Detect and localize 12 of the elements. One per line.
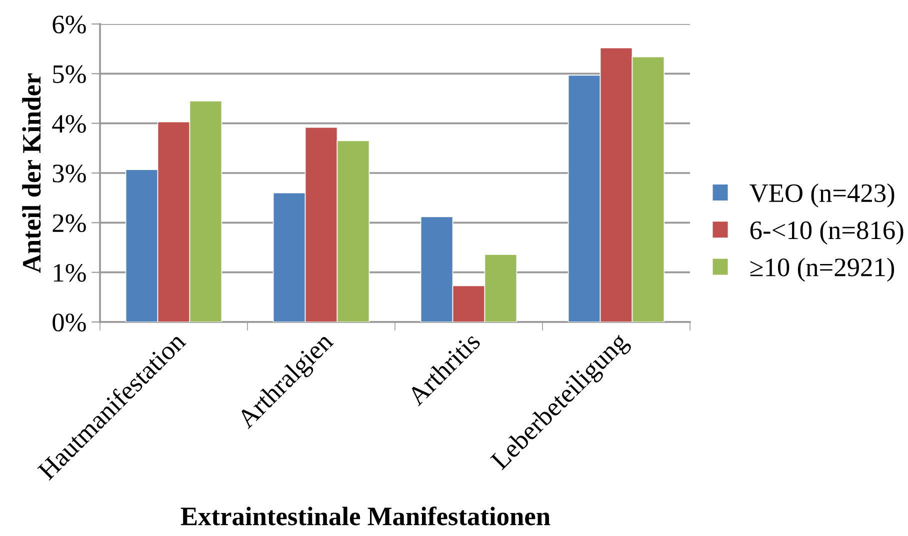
y-tick-label: 2%	[52, 214, 86, 232]
y-tick-label: 6%	[52, 16, 86, 34]
y-tick-label: 5%	[53, 65, 86, 84]
legend-label: VEO (n=423)	[750, 184, 894, 208]
y-axis-title: Anteil der Kinder	[22, 73, 41, 273]
y-tick-label: 0%	[52, 314, 86, 332]
y-tick-label: 4%	[52, 114, 86, 133]
legend-label: ≥10 (n=2921)	[750, 258, 894, 282]
y-tick-label: 3%	[52, 164, 86, 182]
x-axis-title: Extraintestinale Manifestationen	[180, 506, 550, 526]
legend-label: 6-<10 (n=816)	[750, 220, 904, 245]
y-tick-label: 1%	[54, 264, 86, 282]
